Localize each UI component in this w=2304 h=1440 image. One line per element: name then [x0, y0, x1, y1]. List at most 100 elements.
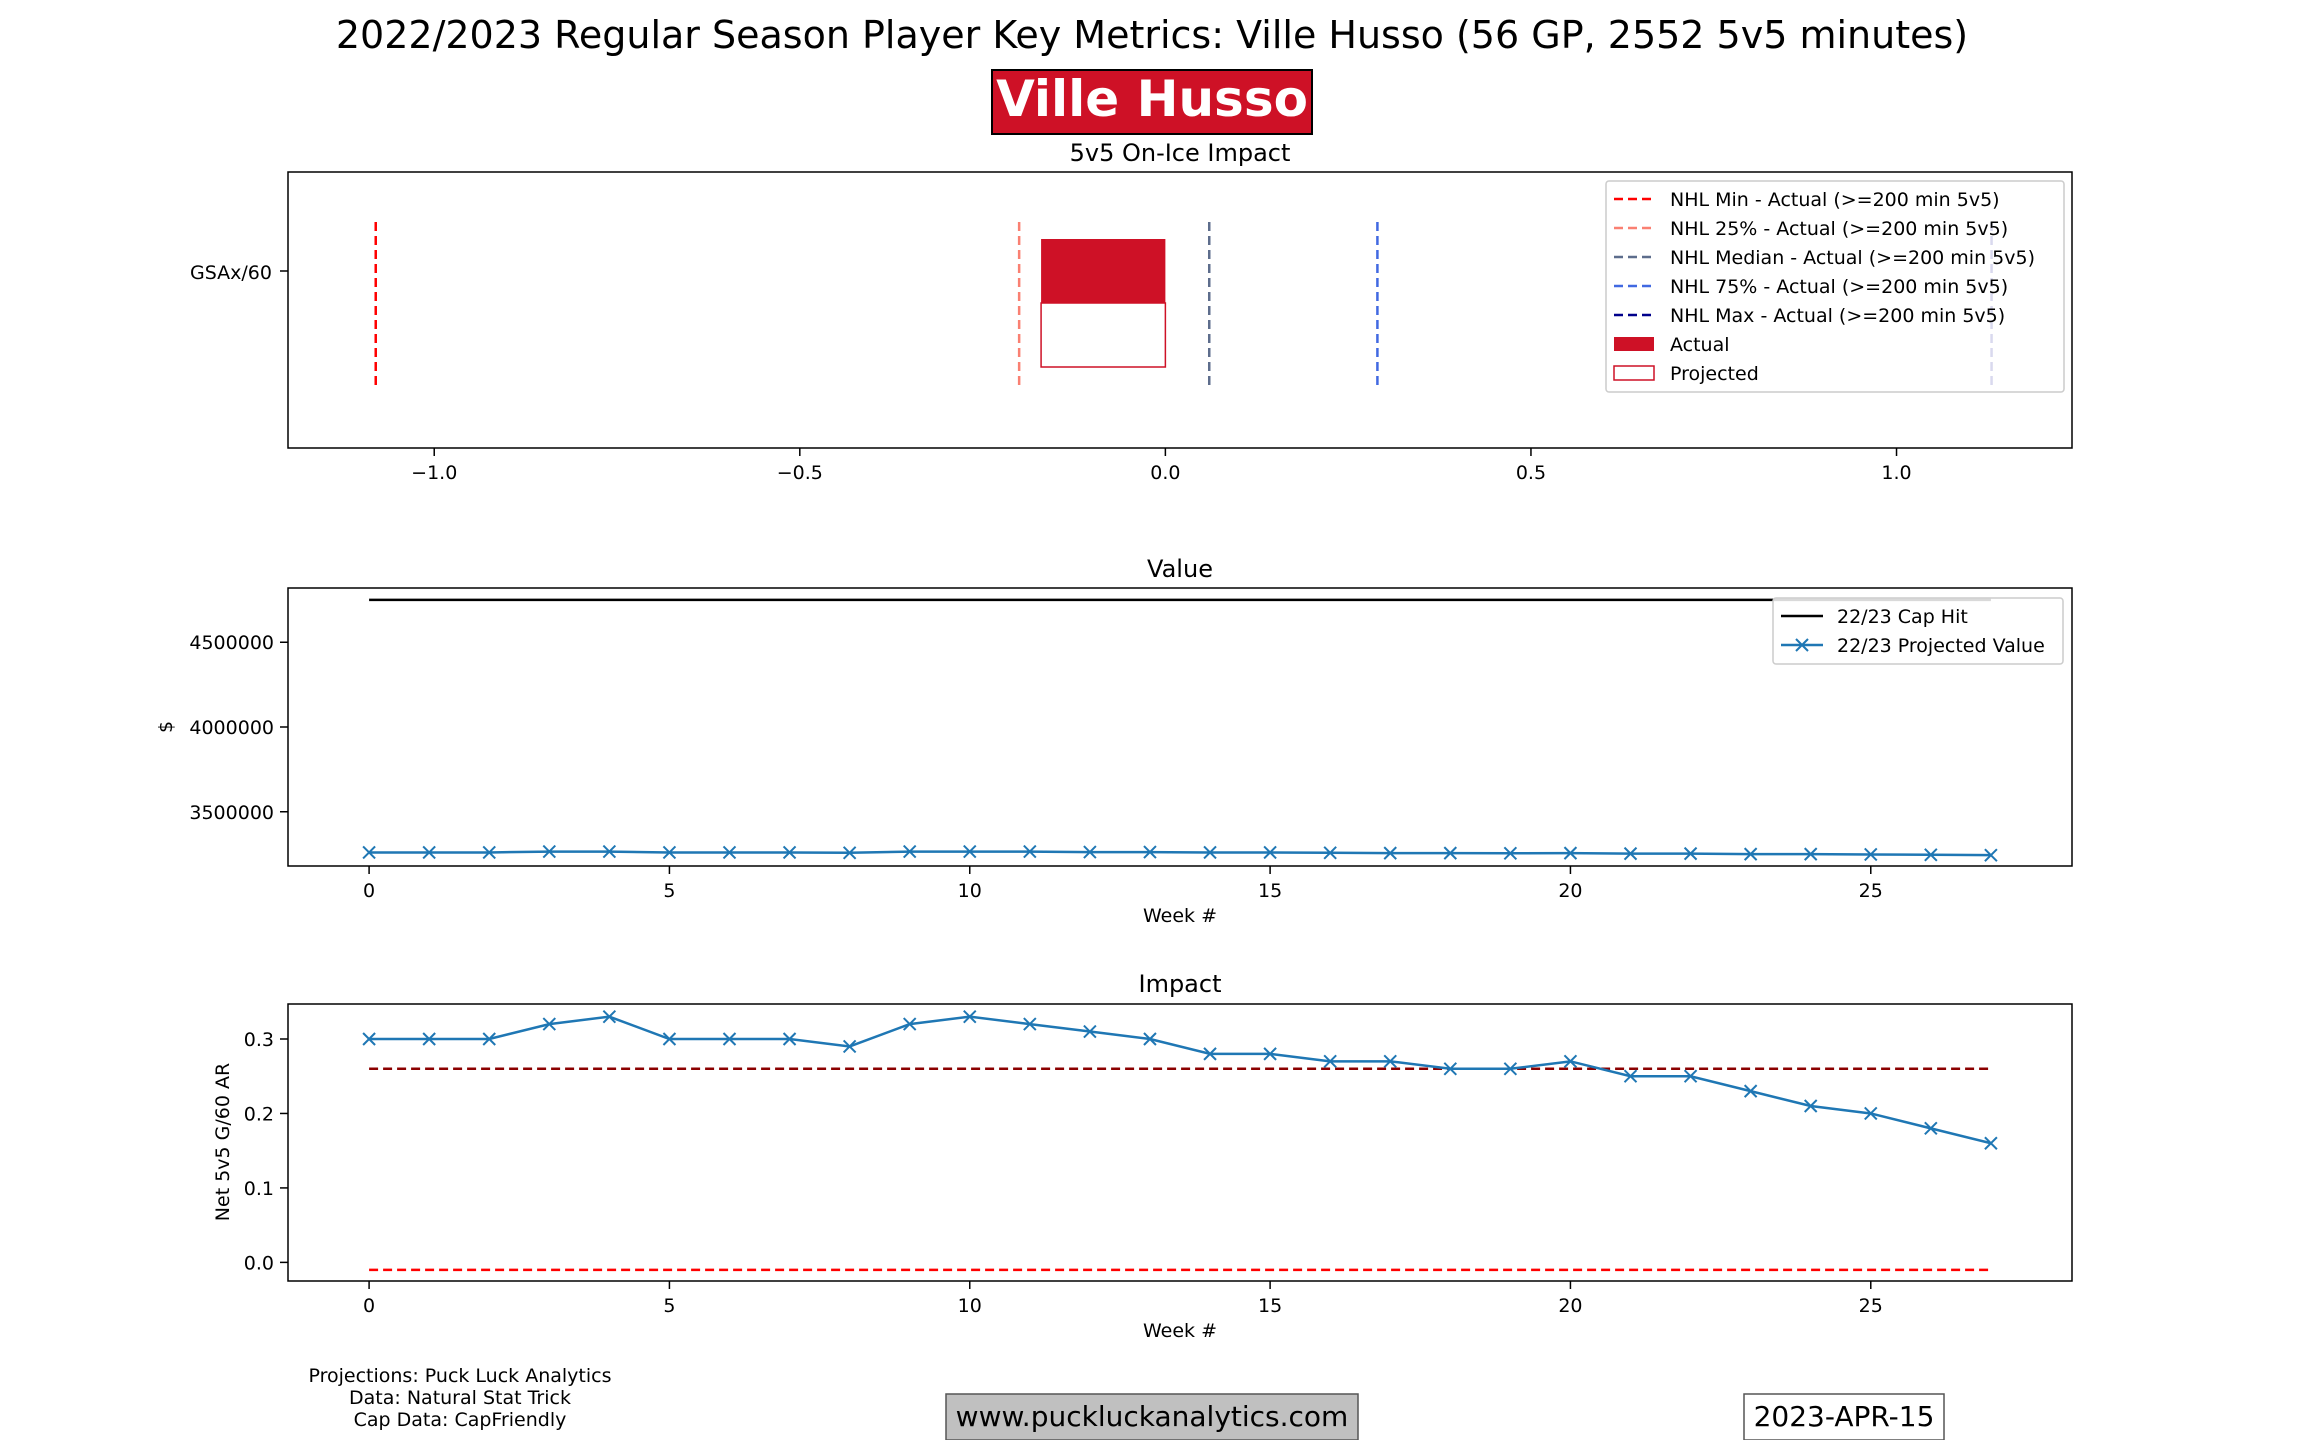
x-tick-label: −1.0 — [411, 462, 457, 484]
panel2-xlabel: Week # — [1143, 905, 1217, 927]
date-box — [1743, 1393, 1945, 1440]
credits: Projections: Puck Luck Analytics Data: N… — [308, 1365, 611, 1431]
x-tick-label: 20 — [1558, 1295, 1582, 1317]
panel1-title: 5v5 On-Ice Impact — [1070, 139, 1291, 167]
data-point — [482, 845, 496, 860]
panel1-frame — [287, 171, 2073, 449]
x-tick-label: 1.0 — [1881, 462, 1911, 484]
panel3-ylabel: Net 5v5 G/60 AR — [212, 1063, 234, 1221]
y-tick-label: 4500000 — [189, 632, 274, 654]
website-box — [945, 1393, 1359, 1440]
series-line — [369, 850, 1991, 857]
data-point — [662, 845, 677, 860]
x-tick-label: −0.5 — [777, 462, 823, 484]
x-tick-label: 10 — [958, 880, 982, 902]
legend-marker — [1795, 638, 1809, 652]
data-point — [902, 1017, 917, 1031]
data-point — [1864, 1106, 1878, 1121]
player-badge-box — [991, 69, 1313, 135]
x-tick-label: 20 — [1558, 880, 1582, 902]
data-point — [782, 845, 797, 860]
data-point — [1203, 1047, 1217, 1061]
x-tick-label: 5 — [663, 1295, 675, 1317]
x-tick-label: 10 — [958, 1295, 982, 1317]
data-point — [722, 1032, 737, 1046]
value-panel: Value 0 5 10 15 20 25 3500000 4000000 4500000 We… — [155, 555, 2073, 927]
data-point — [422, 1032, 436, 1046]
x-tick-label: 0.0 — [1150, 462, 1180, 484]
x-tick-label: 15 — [1258, 880, 1282, 902]
legend-entry: NHL 75% - Actual (>=200 min 5v5) — [1670, 276, 2008, 298]
data-point — [1203, 845, 1217, 860]
data-point — [1383, 846, 1397, 860]
player-badge: Ville Husso — [996, 70, 1308, 128]
data-point — [1683, 1069, 1698, 1083]
data-point — [1143, 1032, 1157, 1046]
impact-panel: Impact 0 5 10 15 20 25 0.0 0.1 0.2 0.3 Week # Net… — [212, 970, 2073, 1342]
credit-line: Cap Data: CapFriendly — [354, 1409, 567, 1431]
legend-entry: 22/23 Cap Hit — [1837, 606, 1968, 628]
data-point — [362, 1032, 376, 1046]
data-point — [1323, 846, 1337, 860]
series-line — [369, 1015, 1992, 1145]
data-point — [1443, 1062, 1458, 1076]
legend-entry: NHL 25% - Actual (>=200 min 5v5) — [1670, 218, 2008, 240]
panel2-title: Value — [1147, 555, 1213, 583]
panel3-title: Impact — [1138, 970, 1221, 998]
data-point — [1803, 1099, 1818, 1113]
data-point — [1443, 846, 1458, 860]
x-tick-label: 0 — [363, 1295, 375, 1317]
data-point — [963, 1009, 977, 1024]
data-point — [722, 845, 737, 860]
panel3-frame — [287, 1003, 2073, 1282]
data-point — [1563, 1054, 1578, 1069]
data-point — [1083, 1024, 1097, 1039]
legend-entry: Actual — [1670, 334, 1730, 356]
website-link[interactable]: www.puckluckanalytics.com — [956, 1400, 1349, 1433]
x-tick-label: 5 — [663, 880, 675, 902]
credit-line: Projections: Puck Luck Analytics — [308, 1365, 611, 1387]
data-point — [422, 845, 436, 860]
data-point — [1623, 1069, 1638, 1083]
data-point — [1503, 1062, 1518, 1076]
y-tick-label: 3500000 — [189, 802, 274, 824]
panel2-ylabel: $ — [155, 721, 177, 733]
x-tick-label: 0 — [363, 880, 375, 902]
data-point — [1623, 846, 1638, 861]
data-point — [1323, 1054, 1337, 1069]
data-point — [1083, 845, 1097, 859]
panel1-legend: NHL Min - Actual (>=200 min 5v5) NHL 25% … — [1605, 180, 2065, 393]
x-tick-label: 25 — [1859, 1295, 1883, 1317]
legend-entry: NHL Min - Actual (>=200 min 5v5) — [1670, 189, 2000, 211]
data-point — [542, 844, 557, 859]
data-point — [1503, 846, 1518, 860]
data-point — [602, 844, 617, 859]
data-point — [1803, 847, 1818, 861]
legend-swatch — [1613, 365, 1655, 381]
data-point — [542, 1017, 557, 1031]
x-tick-label: 25 — [1859, 880, 1883, 902]
data-point — [1984, 848, 1998, 862]
legend-entry: NHL Median - Actual (>=200 min 5v5) — [1670, 247, 2035, 269]
y-tick-label: 0.3 — [244, 1029, 274, 1051]
data-point — [902, 844, 917, 859]
data-point — [782, 1032, 797, 1046]
data-point — [662, 1032, 677, 1046]
projected-bar — [1040, 302, 1167, 368]
legend-swatch — [1614, 337, 1654, 351]
y-tick-label: 0.0 — [244, 1252, 274, 1274]
panel2-legend: 22/23 Cap Hit 22/23 Projected Value — [1772, 597, 2064, 665]
x-tick-label: 0.5 — [1516, 462, 1546, 484]
data-point — [1864, 847, 1878, 862]
data-point — [1563, 846, 1578, 860]
y-tick-label: 0.1 — [244, 1178, 274, 1200]
data-point — [1984, 1136, 1998, 1150]
data-point — [1924, 848, 1938, 862]
data-point — [482, 1032, 496, 1046]
data-point — [1743, 1084, 1758, 1098]
data-point — [1743, 847, 1758, 861]
legend-entry: Projected — [1670, 363, 1759, 385]
data-point — [1263, 1047, 1277, 1061]
data-point — [1683, 846, 1698, 861]
